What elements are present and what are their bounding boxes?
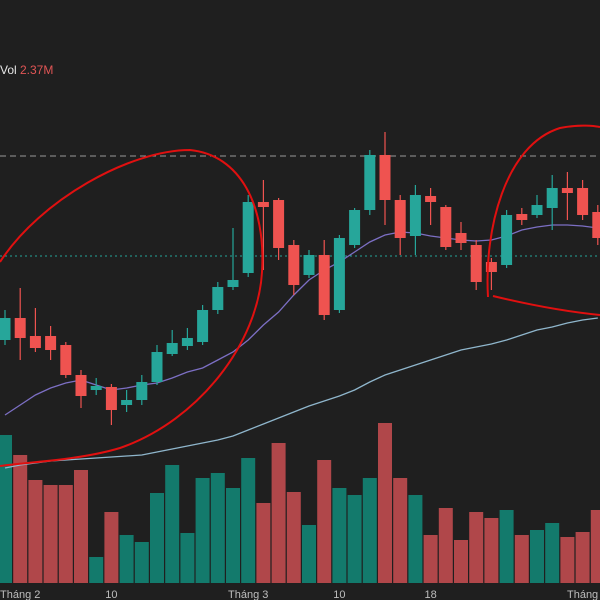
candle-body [197, 310, 209, 342]
volume-bar [226, 488, 240, 583]
volume-bar [241, 458, 256, 583]
volume-bar [43, 485, 58, 583]
annotation-circle [486, 124, 600, 298]
volume-bar [514, 535, 529, 583]
candle-body [288, 245, 300, 285]
x-tick-label: Tháng 2 [0, 589, 40, 600]
volume-bar [530, 530, 544, 583]
candle-body [425, 196, 437, 202]
x-tick-label: Tháng 3 [228, 589, 268, 600]
volume-bar [74, 470, 88, 583]
candle-body [592, 212, 600, 238]
volume-bar [575, 532, 590, 583]
x-tick-label: 18 [424, 589, 436, 600]
candle-body [105, 387, 117, 410]
candle-body [561, 188, 573, 193]
candle-body [364, 155, 376, 210]
vol-value: 2.37M [20, 63, 53, 77]
volume-bar [256, 503, 271, 583]
volume-bar [104, 512, 119, 583]
volume-bar [317, 460, 332, 583]
candle-body [273, 200, 285, 248]
x-tick-label: Tháng [567, 589, 598, 600]
volume-bar [423, 535, 438, 583]
candle-body [227, 280, 239, 287]
candle-body [409, 195, 421, 236]
volume-bar [0, 435, 12, 583]
moving-average [4, 224, 598, 416]
annotation-circle [492, 295, 600, 316]
volume-bar [545, 523, 560, 583]
candle-body [440, 207, 452, 247]
candle-body [546, 188, 558, 208]
candle-body [136, 382, 148, 400]
candle-body [257, 202, 269, 207]
volume-bar [134, 542, 149, 583]
candle-body [212, 287, 224, 310]
volume-bar [347, 495, 362, 583]
candle-body [577, 188, 589, 215]
candle-body [166, 343, 178, 354]
volume-bar [13, 455, 28, 583]
moving-average [4, 317, 598, 469]
volume-bar [469, 512, 484, 583]
volume-bar [590, 510, 600, 583]
volume-bar [195, 478, 210, 583]
candle-body [45, 336, 57, 350]
candle-body [121, 400, 133, 405]
volume-bar [454, 540, 468, 583]
volume-bar [58, 485, 73, 583]
candle-body [516, 214, 528, 220]
x-tick-label: 10 [105, 589, 117, 600]
candle-body [181, 338, 193, 346]
candle-body [455, 233, 467, 243]
candle-body [75, 375, 87, 396]
volume-bar [408, 495, 423, 583]
candle-body [151, 352, 163, 382]
candle-body [0, 318, 11, 340]
x-tick-label: 10 [333, 589, 345, 600]
volume-bar [89, 557, 104, 583]
volume-bar [28, 480, 43, 583]
candle-body [470, 245, 482, 282]
volume-bar [332, 488, 347, 583]
candle-body [379, 155, 391, 200]
volume-bar [271, 443, 286, 583]
volume-bar [286, 492, 301, 583]
candle-body [242, 202, 254, 273]
vol-label: Vol [0, 63, 17, 77]
candle-body [303, 255, 315, 275]
candle-body [60, 345, 72, 375]
candle-body [333, 238, 345, 310]
volume-bar [484, 518, 499, 583]
candle-body [14, 318, 26, 338]
candle-body [318, 255, 330, 315]
volume-bar [165, 465, 180, 583]
volume-bar [438, 508, 453, 583]
volume-bar [180, 533, 195, 583]
candle-body [485, 262, 497, 272]
candle-body [29, 336, 41, 348]
candle-body [501, 215, 513, 265]
volume-bar [150, 493, 164, 583]
volume-bar [378, 423, 392, 583]
volume-bar [362, 478, 377, 583]
annotation-circle [0, 148, 264, 467]
volume-bar [119, 535, 134, 583]
candle-body [349, 210, 361, 245]
volume-bar [560, 537, 575, 583]
volume-bar [210, 473, 225, 583]
volume-bar [302, 525, 316, 583]
candle-body [531, 205, 543, 215]
candle-body [394, 200, 406, 238]
volume-bar [499, 510, 514, 583]
volume-bar [393, 478, 408, 583]
candle-body [90, 386, 102, 390]
